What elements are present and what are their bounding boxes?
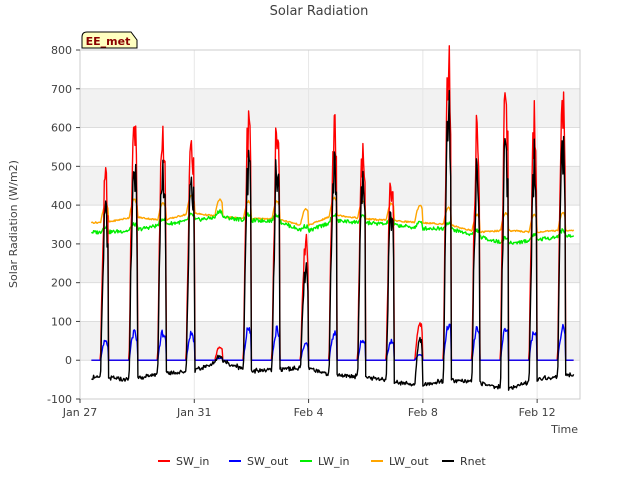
grid-band [80,166,580,206]
series-layer [90,45,575,391]
site-badge-label: EE_met [86,35,131,48]
y-tick-label: 600 [51,122,72,135]
series-line-sw-out [91,323,574,361]
y-tick-label: 100 [51,315,72,328]
x-tick-label: Feb 4 [294,406,324,419]
legend-label: SW_in [176,455,209,468]
y-tick-label: 0 [65,354,72,367]
plot-frame [79,49,581,400]
x-tick-label: Jan 31 [176,406,211,419]
site-badge-box [81,31,138,49]
y-axis-label: Solar Radiation (W/m2) [7,160,20,288]
y-tick-label: 400 [51,199,72,212]
y-tick-label: 200 [51,277,72,290]
legend-label: Rnet [460,455,486,468]
y-tick-label: 500 [51,160,72,173]
legend-label: LW_in [318,455,350,468]
legend-label: SW_out [247,455,289,468]
x-axis: Jan 27 Jan 31 Feb 4 Feb 8 Feb 12 [62,399,556,419]
y-tick-label: 800 [51,44,72,57]
grid-band [80,88,580,128]
y-tick-label: -100 [47,393,72,406]
x-axis-label: Time [550,423,578,436]
x-tick-label: Feb 8 [408,406,438,419]
legend: SW_in SW_out LW_in LW_out Rnet [158,455,486,468]
x-tick-label: Feb 12 [519,406,556,419]
legend-label: LW_out [389,455,429,468]
site-badge: EE_met [81,31,138,49]
series-line-rnet [91,89,575,391]
y-tick-label: 300 [51,238,72,251]
y-axis: -100 0 100 200 300 400 500 600 700 800 [47,44,80,406]
chart-title: Solar Radiation [270,4,369,19]
y-tick-label: 700 [51,83,72,96]
x-tick-label: Jan 27 [62,406,97,419]
